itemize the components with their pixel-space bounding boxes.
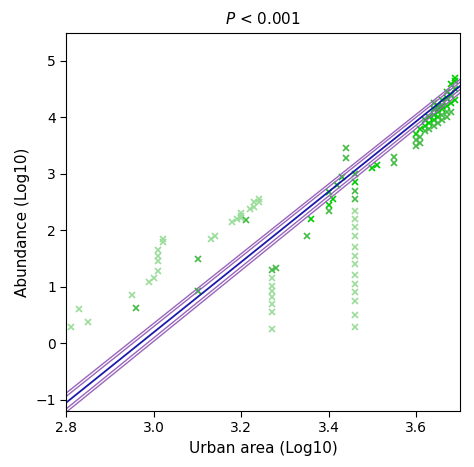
X-axis label: Urban area (Log10): Urban area (Log10) (189, 441, 337, 456)
Y-axis label: Abundance (Log10): Abundance (Log10) (15, 147, 30, 297)
Title: $\mathit{P}$ < 0.001: $\mathit{P}$ < 0.001 (225, 11, 301, 28)
